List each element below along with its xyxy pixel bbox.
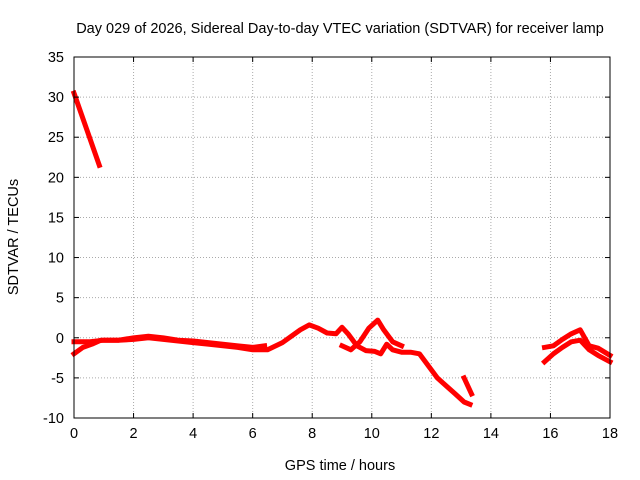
x-tick-label: 2 [130,426,138,442]
x-tick-label: 0 [70,426,78,442]
chart-title: Day 029 of 2026, Sidereal Day-to-day VTE… [76,21,604,37]
y-tick-label: 20 [48,170,64,186]
plot-frame [73,56,611,419]
y-tick-label: 25 [48,130,64,146]
series-line-arc-5 [460,374,475,398]
x-axis-label: GPS time / hours [285,458,395,474]
series-line-arc-3 [71,333,268,350]
y-tick-label: -5 [51,371,64,387]
y-tick-label: 10 [48,251,64,267]
y-tick-label: -10 [43,411,64,427]
x-tick-label: 4 [189,426,197,442]
x-tick-label: 16 [542,426,558,442]
y-tick-label: 35 [48,50,64,66]
y-tick-label: 30 [48,90,64,106]
x-tick-label: 12 [423,426,439,442]
x-tick-label: 6 [249,426,257,442]
x-tick-label: 14 [483,426,499,442]
y-tick-label: 15 [48,210,64,226]
y-tick-label: 0 [56,331,64,347]
x-tick-label: 8 [308,426,316,442]
grid [74,57,610,418]
series-line-arc-1 [70,89,103,169]
series-line-arc-4 [338,317,405,353]
series-group [70,89,614,408]
y-axis-label: SDTVAR / TECUs [6,179,22,295]
y-tick-label: 5 [56,291,64,307]
series-line-arc-7 [541,327,614,359]
axis-ticks: 0 2 4 6 8 10 12 14 16 18 -10 -5 0 5 10 15 20 25 30 35 [43,50,618,442]
series-line-arc-6 [540,337,614,366]
x-tick-label: 10 [364,426,380,442]
x-tick-label: 18 [602,426,618,442]
